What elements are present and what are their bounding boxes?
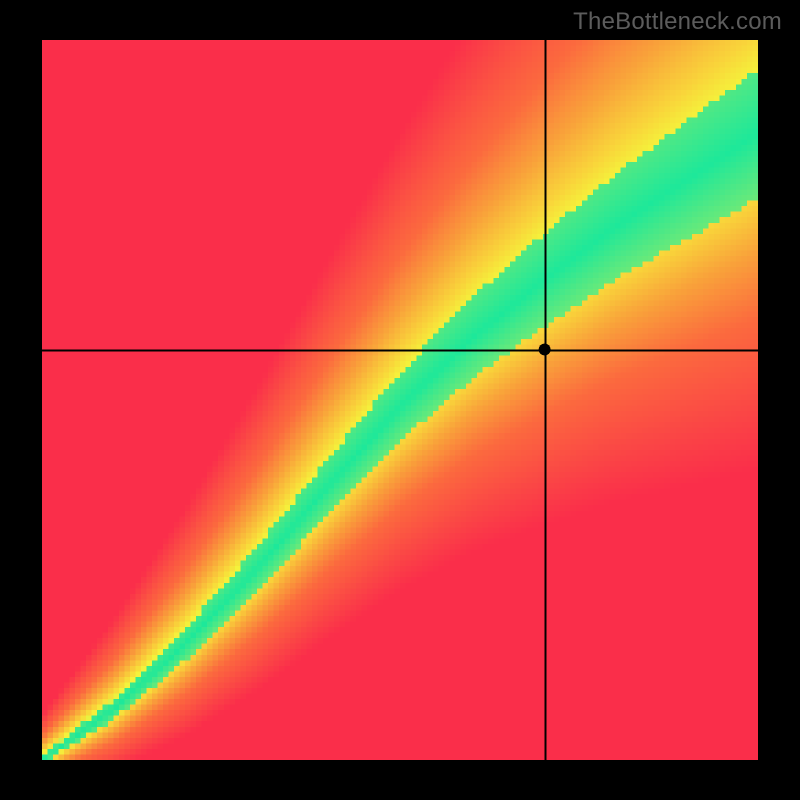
watermark-text: TheBottleneck.com	[573, 8, 782, 36]
chart-stage: TheBottleneck.com	[0, 0, 800, 800]
crosshair-overlay	[42, 40, 758, 760]
